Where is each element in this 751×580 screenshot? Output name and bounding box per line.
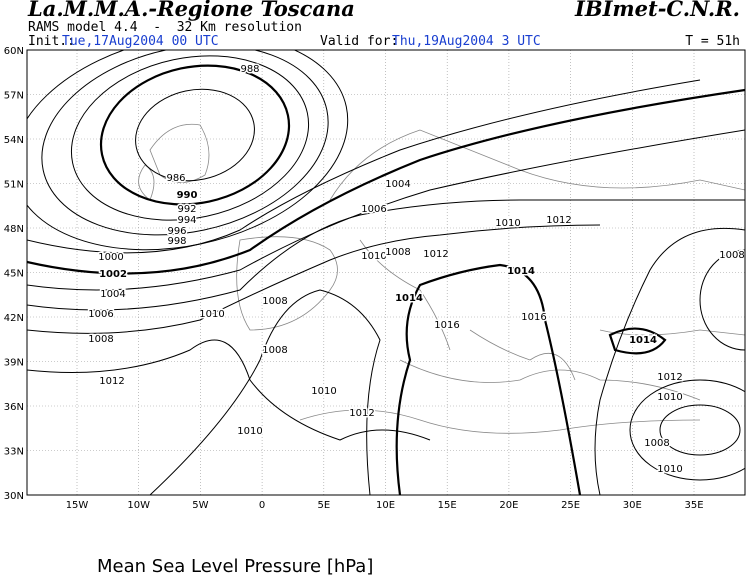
lon-label: 35E <box>684 500 703 511</box>
map-frame <box>26 49 746 496</box>
contour-label: 1012 <box>657 372 682 383</box>
lon-label: 10E <box>376 500 395 511</box>
lon-label: 30E <box>623 500 642 511</box>
contour-label: 996 <box>167 226 186 237</box>
contour-label: 1012 <box>99 376 124 387</box>
lat-label: 54N <box>4 135 24 146</box>
contour-label: 1016 <box>521 312 546 323</box>
contour-label: 1010 <box>361 251 386 262</box>
contour-label: 1012 <box>423 249 448 260</box>
contour-label: 1000 <box>98 252 123 263</box>
lat-label: 33N <box>4 447 24 458</box>
contour-label: 994 <box>177 215 196 226</box>
contour-label: 1014 <box>629 335 657 346</box>
contour-label: 1006 <box>361 204 386 215</box>
lat-label: 42N <box>4 313 24 324</box>
contour-label: 1008 <box>385 247 410 258</box>
contour-label: 1002 <box>99 269 127 280</box>
model-info: RAMS model 4.4 - 32 Km resolution <box>28 20 302 35</box>
contour-label: 986 <box>166 173 185 184</box>
contour-label: 1012 <box>349 408 374 419</box>
valid-time: Thu,19Aug2004 3 UTC <box>392 34 541 49</box>
lat-label: 60N <box>4 46 24 57</box>
contour-label: 1010 <box>237 426 262 437</box>
contour-label: 1008 <box>262 296 287 307</box>
contour-label: 1006 <box>88 309 113 320</box>
contour-label: 1008 <box>88 334 113 345</box>
contour-label: 1016 <box>434 320 459 331</box>
title: La.M.M.A.-Regione Toscana <box>27 0 355 21</box>
contour-label: 1010 <box>199 309 224 320</box>
init-label: Init.: <box>28 34 75 49</box>
contour-label: 988 <box>240 64 259 75</box>
contour-label: 1010 <box>311 386 336 397</box>
contour-label: 1012 <box>546 215 571 226</box>
caption: Mean Sea Level Pressure [hPa] <box>97 556 373 577</box>
lon-label: 5E <box>317 500 330 511</box>
lon-label: 5W <box>192 500 208 511</box>
contour-label: 1010 <box>495 218 520 229</box>
forecast-hour: T = 51h <box>685 34 740 49</box>
lat-label: 48N <box>4 224 24 235</box>
lon-label: 10W <box>127 500 150 511</box>
institute: IBImet-C.N.R. <box>574 0 740 21</box>
lat-label: 51N <box>4 180 24 191</box>
lat-label: 57N <box>4 91 24 102</box>
contour-label: 1014 <box>507 266 535 277</box>
contour-label: 1010 <box>657 392 682 403</box>
contour-label: 998 <box>167 236 186 247</box>
coastlines <box>138 123 745 434</box>
valid-label: Valid for: <box>320 34 398 49</box>
lat-label: 30N <box>4 491 24 502</box>
contour-label: 1004 <box>385 179 410 190</box>
contour-label: 992 <box>177 204 196 215</box>
contour-label: 1008 <box>719 250 744 261</box>
lat-label: 39N <box>4 358 24 369</box>
contour-label: 1014 <box>395 293 423 304</box>
lon-label: 15E <box>438 500 457 511</box>
lat-label: 36N <box>4 402 24 413</box>
contour-label: 1010 <box>657 464 682 475</box>
lat-label: 45N <box>4 269 24 280</box>
contour-label: 1008 <box>262 345 287 356</box>
lon-label: 25E <box>561 500 580 511</box>
contour-label: 990 <box>177 190 198 201</box>
lon-label: 20E <box>499 500 518 511</box>
lon-label: 15W <box>66 500 89 511</box>
contour-label: 1008 <box>644 438 669 449</box>
init-time: Tue,17Aug2004 00 UTC <box>62 34 219 49</box>
lon-label: 0 <box>259 500 265 511</box>
contour-label: 1004 <box>100 289 125 300</box>
